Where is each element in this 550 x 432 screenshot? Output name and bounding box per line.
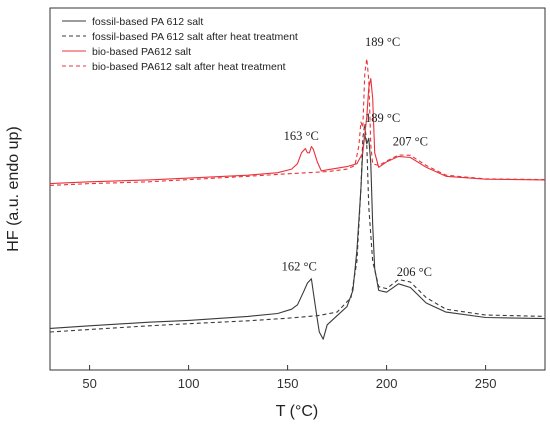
- x-tick-label: 150: [277, 376, 299, 391]
- plot-frame: [49, 7, 546, 371]
- series-line-3: [49, 78, 546, 185]
- legend-label: bio-based PA612 salt: [92, 46, 191, 58]
- legend-label: fossil-based PA 612 salt after heat trea…: [92, 31, 298, 43]
- legend-label: fossil-based PA 612 salt: [92, 16, 203, 28]
- x-tick-label: 50: [82, 376, 96, 391]
- x-tick-label: 100: [178, 376, 200, 391]
- peak-annotation: 162 °C: [282, 259, 317, 273]
- series-line-2: [49, 123, 546, 333]
- series-line-4: [49, 58, 546, 186]
- peak-annotation: 189 °C: [365, 111, 400, 125]
- series-line-1: [49, 134, 546, 340]
- peak-annotation: 189 °C: [365, 35, 400, 49]
- x-tick-label: 250: [475, 376, 497, 391]
- series-layer: [49, 58, 546, 340]
- y-axis-title: HF (a.u. endo up): [5, 126, 22, 251]
- annotation-layer: 163 °C 189 °C 207 °C 162 °C 189 °C 206 °C: [282, 35, 432, 279]
- legend-label: bio-based PA612 salt after heat treatmen…: [92, 61, 286, 73]
- peak-annotation: 163 °C: [284, 129, 319, 143]
- peak-annotation: 206 °C: [397, 265, 432, 279]
- legend: fossil-based PA 612 salt fossil-based PA …: [62, 16, 298, 73]
- peak-annotation: 207 °C: [393, 135, 428, 149]
- x-tick-label: 200: [376, 376, 398, 391]
- x-axis-title: T (°C): [276, 403, 319, 420]
- x-axis: 50 100 150 200 250: [82, 365, 496, 391]
